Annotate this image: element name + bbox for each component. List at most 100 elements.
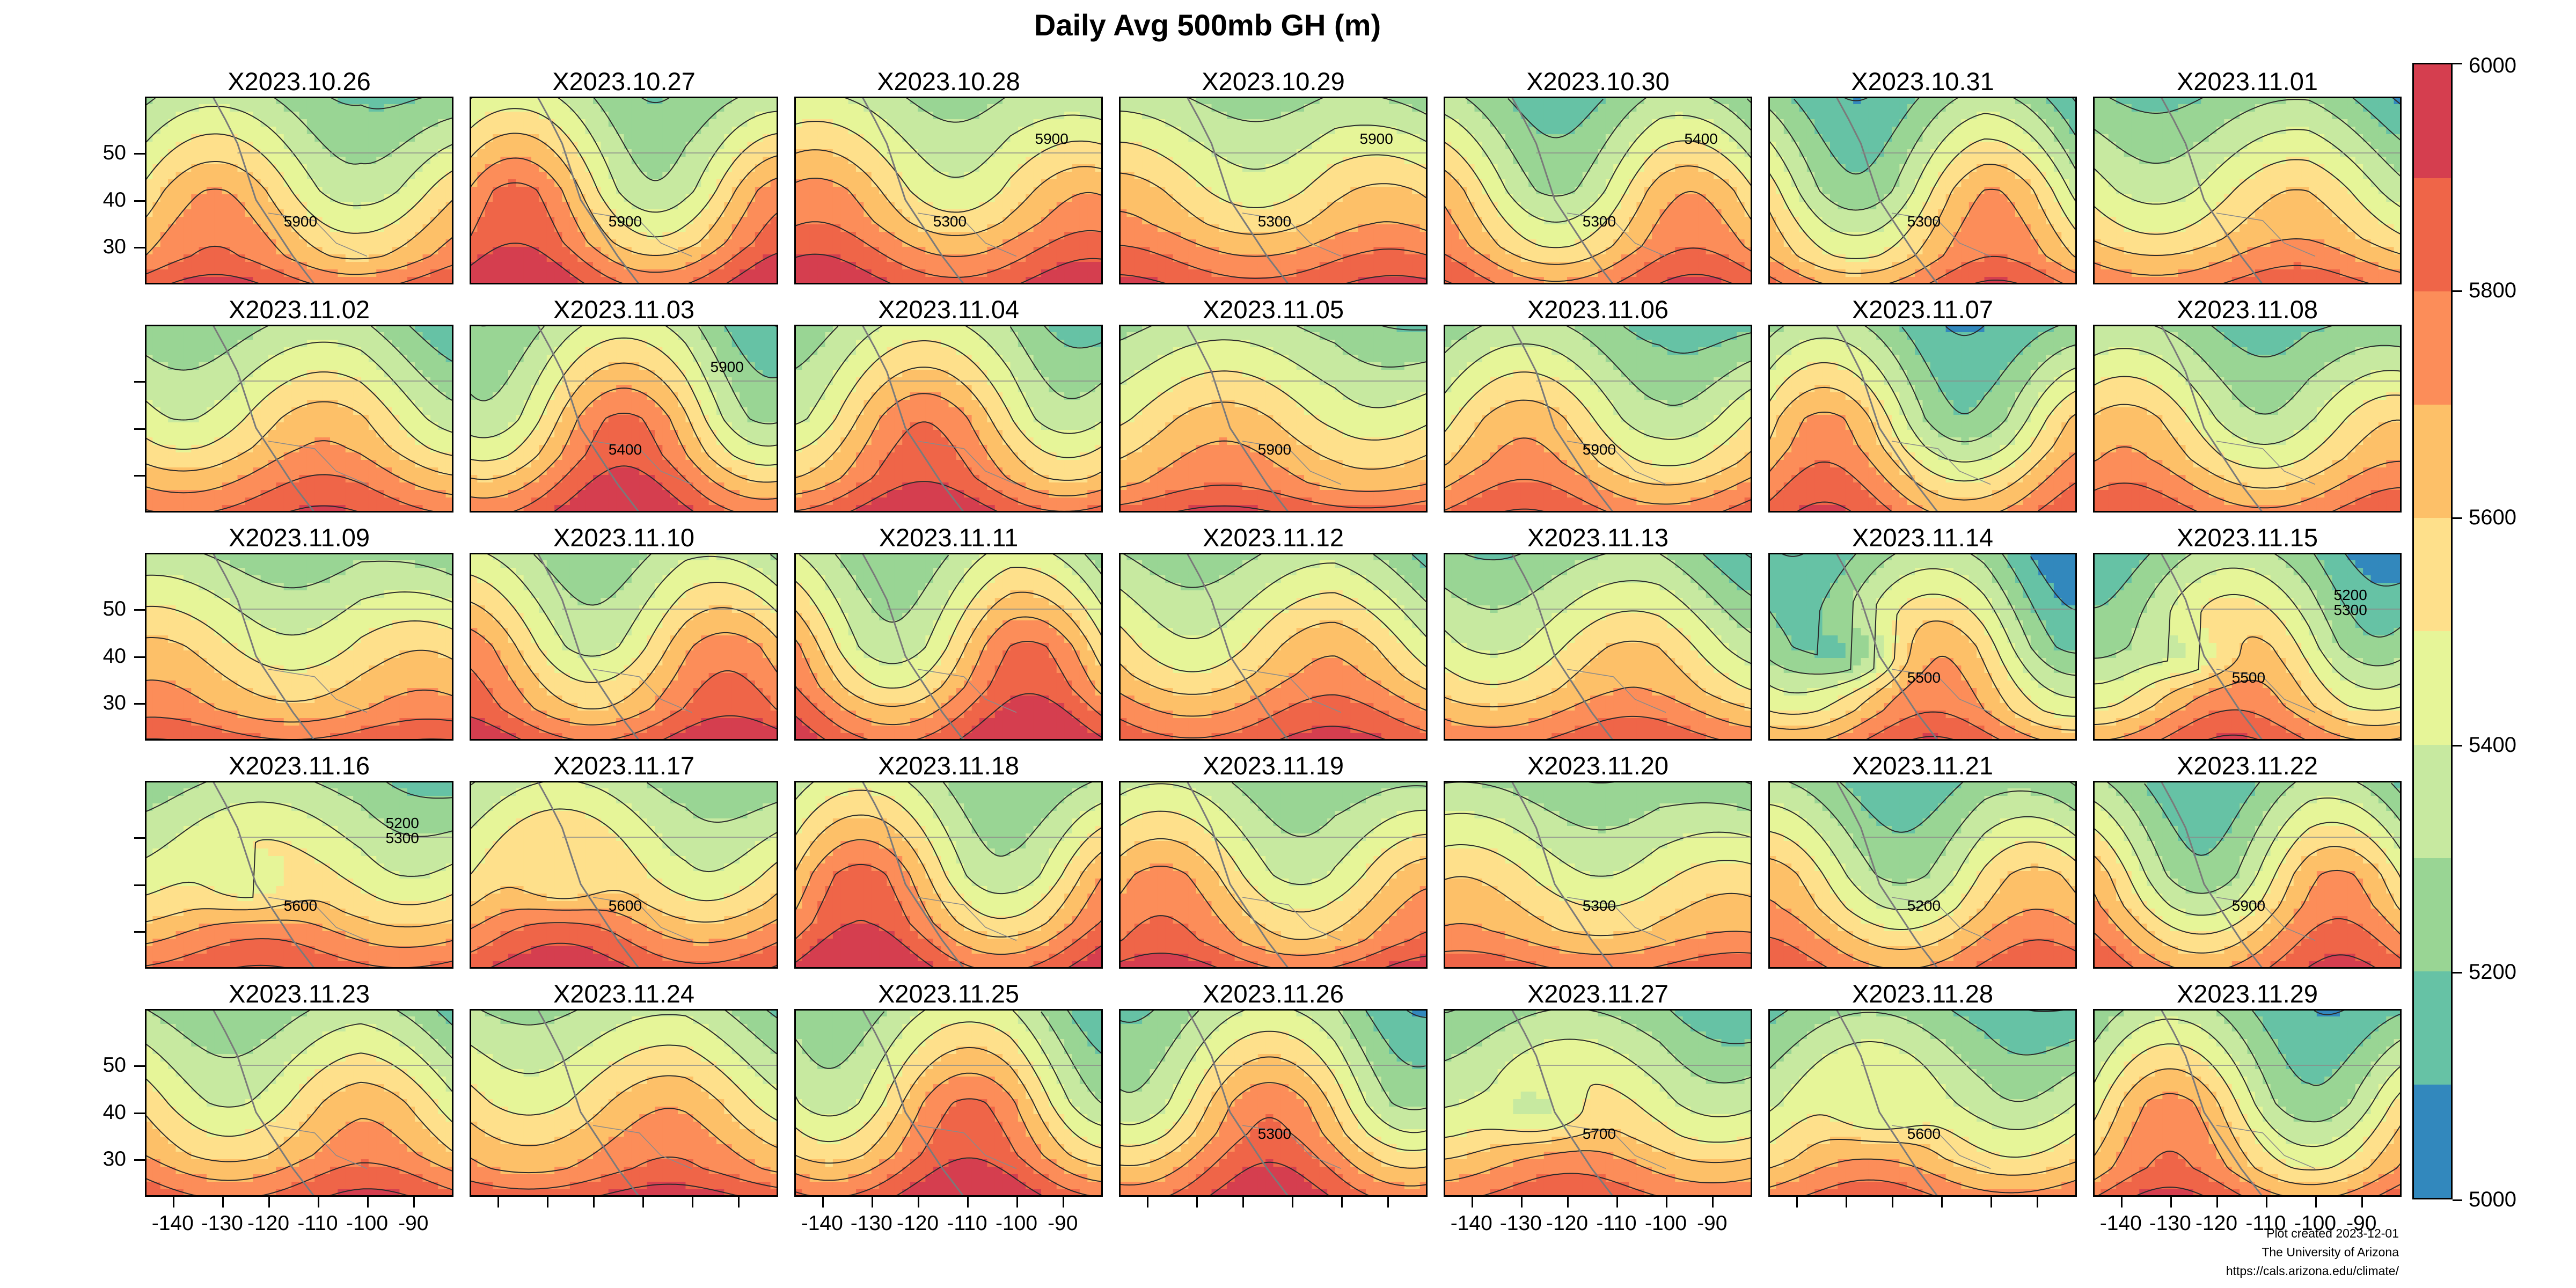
panel-frame bbox=[794, 325, 1103, 513]
height-contour-line bbox=[470, 157, 778, 273]
colorbar-tick bbox=[2453, 744, 2462, 747]
contour-label: 5300 bbox=[1583, 213, 1616, 230]
coastline bbox=[212, 781, 316, 969]
lon-tick bbox=[497, 1197, 499, 1208]
panel-title: X2023.11.03 bbox=[470, 297, 778, 322]
lat-tick bbox=[134, 703, 145, 705]
height-contour-line bbox=[1378, 325, 1428, 331]
height-contour-line bbox=[1278, 726, 1387, 741]
height-contour-line bbox=[794, 326, 1103, 399]
contour-label: 5700 bbox=[1583, 1125, 1616, 1143]
coastline bbox=[537, 781, 640, 969]
height-contour-line bbox=[2093, 1068, 2402, 1185]
height-contour-line bbox=[470, 574, 778, 683]
country-border bbox=[1567, 441, 1666, 485]
height-contour-line bbox=[1209, 1161, 1330, 1197]
height-contour-line bbox=[1119, 562, 1428, 639]
height-contour-line bbox=[1119, 370, 1428, 441]
height-contour-line bbox=[470, 908, 778, 943]
height-field-map bbox=[1768, 325, 2077, 513]
lon-tick-label: -90 bbox=[1685, 1212, 1739, 1235]
height-field-map bbox=[1444, 1009, 1752, 1197]
lon-tick-label: -120 bbox=[891, 1212, 945, 1235]
coastline bbox=[1511, 325, 1614, 513]
height-contour-line bbox=[1768, 936, 2077, 969]
height-contour-line bbox=[1768, 1041, 2077, 1130]
contour-label: 5200 bbox=[1907, 897, 1941, 914]
height-contour-line bbox=[330, 97, 426, 109]
coastline bbox=[2160, 553, 2264, 741]
height-field-map bbox=[145, 553, 453, 741]
height-contour-line bbox=[2093, 404, 2402, 489]
contour-label: 5300 bbox=[1583, 897, 1616, 914]
panel-title: X2023.10.30 bbox=[1444, 69, 1752, 94]
panel-frame bbox=[794, 781, 1103, 969]
height-contour-line bbox=[470, 387, 778, 500]
country-border bbox=[2216, 441, 2316, 485]
map-panel bbox=[1119, 1009, 1428, 1197]
lon-tick-label: -100 bbox=[1639, 1212, 1693, 1235]
map-panel bbox=[794, 325, 1103, 513]
lon-tick bbox=[2266, 1197, 2267, 1208]
height-contour-line bbox=[1119, 172, 1428, 235]
height-contour-line bbox=[470, 1014, 778, 1092]
height-contour-line bbox=[641, 97, 671, 104]
height-contour-line bbox=[145, 1052, 453, 1137]
height-contour-line bbox=[1768, 898, 2077, 969]
lon-tick bbox=[1242, 1197, 1244, 1208]
height-contour-line bbox=[794, 616, 1103, 726]
height-contour-line bbox=[1119, 1030, 1428, 1151]
country-border bbox=[917, 897, 1017, 941]
height-contour-line bbox=[794, 221, 1103, 278]
height-contour-line bbox=[1119, 592, 1428, 672]
lat-tick bbox=[134, 381, 145, 383]
panel-title: X2023.11.01 bbox=[2093, 69, 2402, 94]
panel-frame bbox=[470, 781, 778, 969]
height-contour-line bbox=[2093, 1018, 2402, 1147]
height-contour-line bbox=[2093, 376, 2402, 469]
height-contour-line bbox=[765, 1009, 778, 1020]
height-contour-line bbox=[598, 1183, 743, 1197]
height-contour-line bbox=[2093, 348, 2402, 445]
height-field-map bbox=[1119, 325, 1428, 513]
height-contour-line bbox=[1768, 620, 2077, 731]
lon-tick bbox=[318, 1197, 319, 1208]
lon-tick-label: -90 bbox=[1036, 1212, 1089, 1235]
panel-frame bbox=[1768, 781, 2077, 969]
panel-title: X2023.11.24 bbox=[470, 981, 778, 1006]
height-contour-line bbox=[232, 964, 289, 969]
lon-tick bbox=[1292, 1197, 1293, 1208]
height-contour-line bbox=[1119, 1056, 1428, 1169]
lon-tick bbox=[1146, 1197, 1148, 1208]
height-contour-line bbox=[1768, 831, 2077, 930]
map-panel bbox=[470, 781, 778, 969]
height-contour-line bbox=[1444, 640, 1752, 709]
height-contour-line bbox=[794, 1046, 1103, 1167]
panel-frame bbox=[1119, 325, 1428, 513]
map-panel bbox=[1119, 781, 1428, 969]
lon-tick bbox=[1845, 1197, 1847, 1208]
lon-tick bbox=[1196, 1197, 1198, 1208]
lon-tick bbox=[413, 1197, 415, 1208]
map-panel bbox=[145, 97, 453, 284]
height-contour-line bbox=[2314, 1009, 2346, 1015]
height-contour-line bbox=[1232, 782, 1428, 837]
height-contour-line bbox=[943, 781, 1093, 857]
height-contour-line bbox=[2093, 594, 2402, 711]
lon-tick bbox=[1063, 1197, 1065, 1208]
country-border bbox=[1242, 669, 1342, 713]
height-contour-line bbox=[1444, 343, 1752, 440]
coastline bbox=[861, 97, 965, 284]
colorbar bbox=[2412, 63, 2453, 1199]
height-contour-line bbox=[1444, 437, 1752, 505]
panel-frame bbox=[1444, 781, 1752, 969]
country-border bbox=[592, 1125, 692, 1169]
panel-frame bbox=[470, 1009, 778, 1197]
panel-title: X2023.10.29 bbox=[1119, 69, 1428, 94]
lat-tick-label: 40 bbox=[83, 188, 126, 212]
height-contour-line bbox=[2093, 446, 2402, 509]
country-border bbox=[917, 1125, 1017, 1169]
height-contour-line bbox=[2344, 553, 2402, 587]
height-contour-line bbox=[2093, 869, 2402, 969]
height-contour-line bbox=[1768, 325, 2077, 443]
